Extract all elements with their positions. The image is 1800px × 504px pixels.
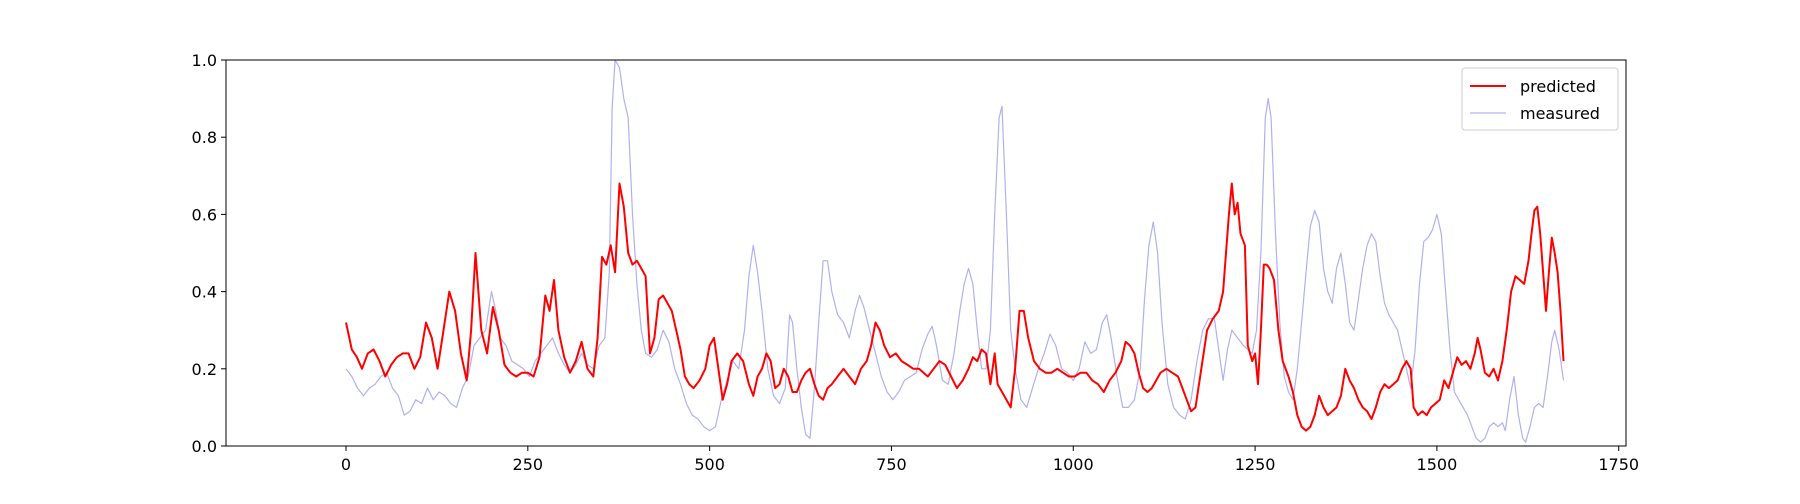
y-tick-label: 0.0 [192,437,217,456]
x-tick-label: 750 [876,455,907,474]
legend-box [1461,67,1619,131]
y-tick-label: 0.2 [192,360,217,379]
x-tick-label: 1500 [1417,455,1458,474]
x-tick-label: 1000 [1053,455,1094,474]
legend-label-measured: measured [1520,104,1600,123]
y-tick-label: 0.6 [192,205,217,224]
x-tick-label: 0 [341,455,351,474]
x-tick-label: 250 [513,455,544,474]
x-tick-label: 1250 [1235,455,1276,474]
x-axis: 0 250 500 750 1000 1250 1500 1750 [341,446,1639,474]
y-tick-label: 0.4 [192,283,217,302]
series-line-predicted [345,182,1565,432]
series-line-measured [345,60,1565,443]
series-layer [345,60,1565,443]
axes-frame [225,59,1627,447]
x-tick-label: 500 [694,455,725,474]
legend: predicted measured [1461,67,1619,131]
x-tick-label: 1750 [1598,455,1639,474]
y-tick-label: 0.8 [192,128,217,147]
legend-label-predicted: predicted [1520,77,1596,96]
y-tick-label: 1.0 [192,51,217,70]
y-axis: 0.0 0.2 0.4 0.6 0.8 1.0 [192,51,226,456]
